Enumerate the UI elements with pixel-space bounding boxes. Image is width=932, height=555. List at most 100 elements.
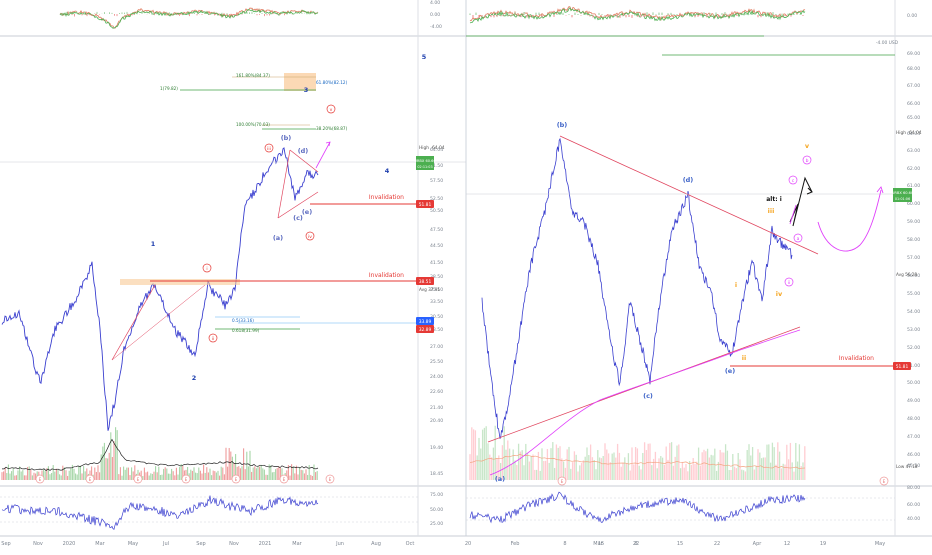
right-osc-tick: 0.00 [907, 13, 917, 19]
right-price-tick: 46.00 [907, 452, 920, 458]
wave-label-1: 1 [151, 240, 156, 248]
event-marker[interactable] [85, 474, 95, 484]
wave-label-iii: iii [267, 146, 271, 152]
current-price-timer: 01:01:06 [895, 197, 910, 201]
left-rsi-line [1, 495, 319, 530]
left-price-tick: 64.04 [430, 147, 443, 153]
right-osc-macd [469, 7, 806, 24]
right-time-tick: Feb [511, 541, 520, 547]
right-price-tick: 52.00 [907, 345, 920, 351]
fib-label: 0.5(33.16) [232, 318, 254, 323]
wave-label-3: 3 [304, 86, 309, 94]
wave-label-b: (b) [281, 134, 292, 142]
left-price-line [1, 147, 319, 431]
event-marker-label: E [561, 479, 564, 484]
wave-label-iii-ring [264, 143, 274, 153]
avg-price-label: Avg 56.28 [896, 272, 917, 277]
wave-label-i-ring [202, 263, 212, 273]
support-price-tag-bg [416, 317, 434, 325]
left-volume-ma [2, 438, 319, 471]
invalidation-price-tag: 38.51 [419, 279, 432, 285]
left-time-tick: Jun [335, 541, 344, 547]
left-price-tick: 35.50 [430, 287, 443, 293]
support-price-tag-bg [416, 325, 434, 333]
low-price-label: Low 47.18 [896, 464, 918, 469]
wave-label-iv: iv [308, 234, 312, 240]
wave-label-c-ring [788, 175, 798, 185]
right-time-tick: 22 [714, 541, 720, 547]
wave-label-iv-ring [305, 231, 315, 241]
wave-label-ii-alt: ii [788, 280, 791, 286]
right-time-tick: 8 [563, 541, 566, 547]
current-price-timer: 02:11:03 [417, 165, 432, 169]
left-price-tick: 61.50 [430, 163, 443, 169]
wave-label-i: i [735, 281, 737, 289]
event-marker[interactable] [279, 474, 289, 484]
wave-label-alt: alt: i [766, 196, 782, 203]
right-time-tick: 8 [634, 541, 637, 547]
wave-label-c: (c) [293, 214, 303, 222]
invalidation-price-tag: 51.81 [896, 364, 909, 370]
wave-label-ii: ii [212, 336, 215, 342]
channel-line [111, 284, 156, 361]
triangle-line [559, 135, 819, 255]
left-price-tick: 47.50 [430, 227, 443, 233]
current-price-tag: URBX 60.60 [414, 159, 436, 163]
current-price-tag-bg [416, 156, 434, 170]
right-price-tick: 67.00 [907, 83, 920, 89]
right-price-tick: 68.00 [907, 66, 920, 72]
right-price-tick: 66.00 [907, 101, 920, 107]
right-time-tick: 15 [598, 541, 604, 547]
left-time-tick: Oct [406, 541, 415, 547]
left-time-tick: Aug [371, 541, 381, 547]
right-rsi-tick: 40.00 [907, 516, 920, 522]
left-osc-tick: 4.00 [430, 0, 440, 6]
right-osc-tick: -4.00 USD [876, 40, 899, 46]
alt-count-arrow [806, 187, 813, 195]
event-marker[interactable] [35, 474, 45, 484]
event-marker[interactable] [325, 474, 335, 484]
wave-label-iv: iv [776, 290, 783, 298]
wave-label-2: 2 [192, 374, 197, 382]
event-marker[interactable] [181, 474, 191, 484]
event-marker[interactable] [231, 474, 241, 484]
price-label-high: High [419, 145, 429, 151]
left-price-tick: 18.45 [430, 471, 443, 477]
triangle-line [277, 149, 291, 219]
left-osc-tick: -4.00 [430, 24, 442, 30]
alt-count-path [789, 176, 813, 227]
event-marker[interactable] [133, 474, 143, 484]
triangle-line [277, 191, 319, 219]
event-marker[interactable] [557, 476, 567, 486]
left-osc-signal [59, 7, 319, 29]
event-marker-label: E [283, 477, 286, 482]
event-marker[interactable] [879, 476, 889, 486]
wave-label-v-ring [326, 104, 336, 114]
right-time-tick: 22 [633, 541, 639, 547]
invalidation-label: Invalidation [839, 355, 874, 362]
left-price-tick: 25.50 [430, 359, 443, 365]
right-osc-signal [469, 6, 806, 22]
fib-label: 100.00%(70.03) [236, 122, 270, 127]
right-price-tick: 50.00 [907, 380, 920, 386]
price-label-high: High [896, 130, 906, 136]
left-rsi-tick: 50.00 [430, 507, 443, 513]
wave-label-b-ring [802, 155, 812, 165]
invalidation-label: Invalidation [369, 272, 404, 279]
left-time-tick: Jul [162, 541, 169, 547]
price-label-high-value: 64.04 [909, 130, 922, 136]
left-price-tick: 33.50 [430, 299, 443, 305]
wave-label-i: i [206, 266, 207, 272]
left-time-tick: 2021 [259, 541, 272, 547]
right-price-tick: 56.00 [907, 273, 920, 279]
right-price-tick: 61.00 [907, 183, 920, 189]
right-price-tick: 69.00 [907, 51, 920, 57]
wave-label-a: (a) [495, 475, 505, 483]
right-time-tick: 20 [465, 541, 471, 547]
wave-label-v: v [330, 108, 333, 113]
right-rsi-tick: 60.00 [907, 502, 920, 508]
right-price-tick: 51.00 [907, 363, 920, 369]
right-price-tick: 48.00 [907, 416, 920, 422]
